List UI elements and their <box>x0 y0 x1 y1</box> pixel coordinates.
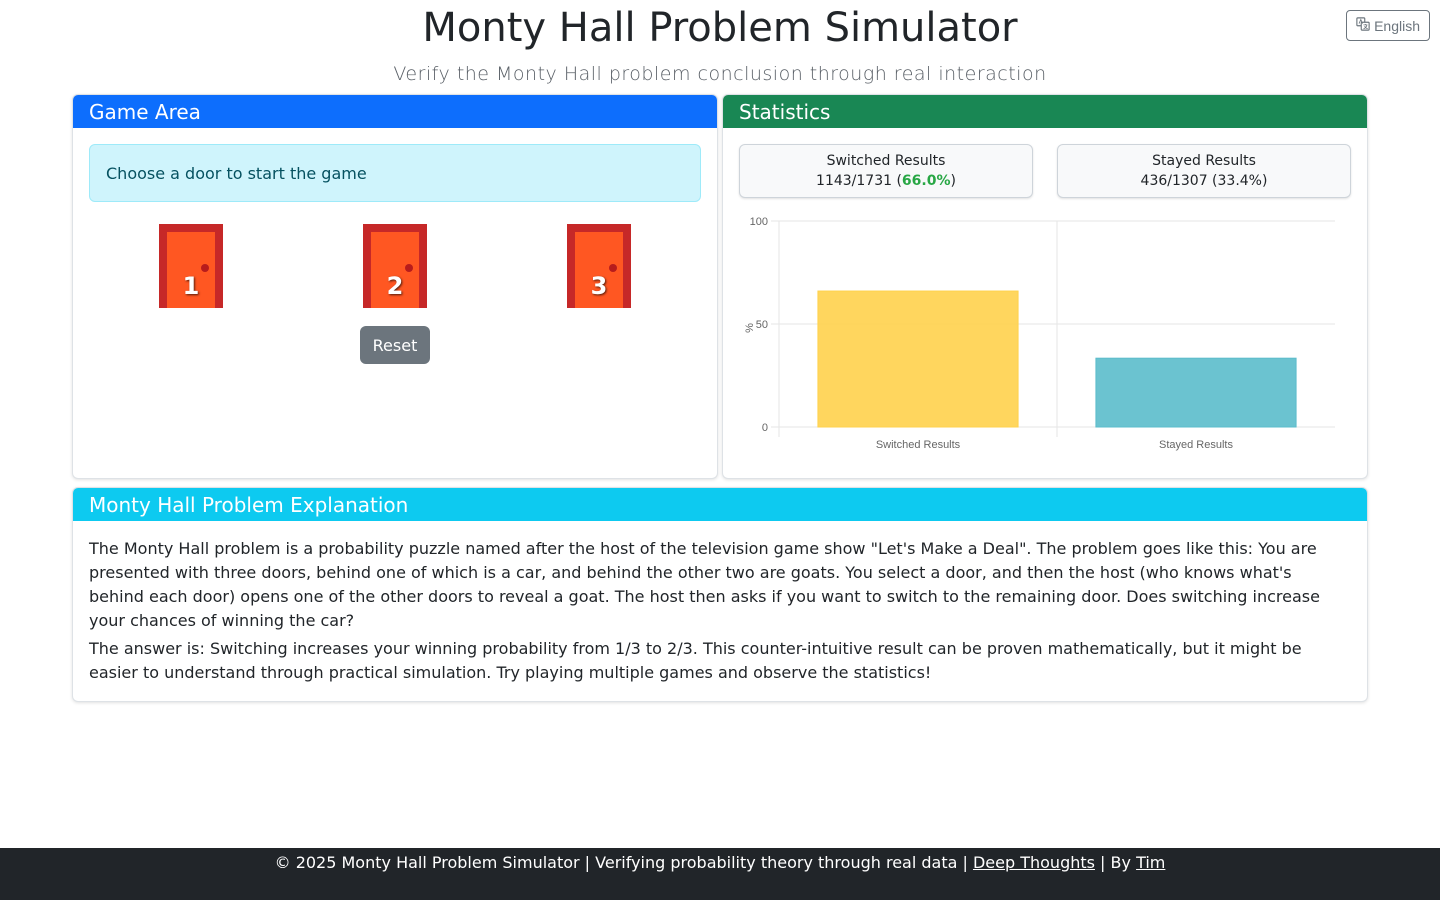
footer: © 2025 Monty Hall Problem Simulator | Ve… <box>0 848 1440 900</box>
bar-stayed <box>1095 357 1297 428</box>
language-label: English <box>1374 17 1420 34</box>
switched-results-value: 1143/1731 (66.0%) <box>740 171 1032 191</box>
y-tick-label: 0 <box>762 422 768 434</box>
explanation-paragraph-1: The Monty Hall problem is a probability … <box>89 539 1320 630</box>
stayed-results-label: Stayed Results <box>1152 153 1256 169</box>
language-button[interactable]: English <box>1346 10 1430 41</box>
statistics-header: Statistics <box>723 95 1367 128</box>
explanation-card: Monty Hall Problem Explanation The Monty… <box>72 487 1368 702</box>
game-area-header: Game Area <box>73 95 717 128</box>
switched-results-count: 1143/1731 ( <box>816 173 902 189</box>
x-tick-label: Stayed Results <box>1159 439 1233 451</box>
door-2[interactable]: 2 <box>363 224 427 308</box>
bar-switched <box>817 290 1019 428</box>
page-title: Monty Hall Problem Simulator <box>422 5 1018 51</box>
switched-results-label: Switched Results <box>826 153 946 169</box>
y-tick-label: 100 <box>750 216 768 228</box>
explanation-body: The Monty Hall problem is a probability … <box>73 521 1367 685</box>
results-bar-chart: 0 50 100% Switched Results Stayed Results <box>744 216 1335 451</box>
door-3[interactable]: 3 <box>567 224 631 308</box>
reset-button[interactable]: Reset <box>360 326 430 364</box>
explanation-paragraph-2: The answer is: Switching increases your … <box>89 639 1302 682</box>
page-subtitle: Verify the Monty Hall problem conclusion… <box>393 63 1047 85</box>
explanation-header: Monty Hall Problem Explanation <box>73 488 1367 521</box>
game-status-alert: Choose a door to start the game <box>89 144 701 202</box>
y-axis-label: % <box>744 323 756 333</box>
door-knob <box>201 264 209 272</box>
door-knob <box>609 264 617 272</box>
footer-link-author[interactable]: Tim <box>1136 853 1166 872</box>
door-knob <box>405 264 413 272</box>
statistics-card: Statistics Switched Results 1143/1731 (6… <box>722 94 1368 479</box>
game-area-card: Game Area Choose a door to start the gam… <box>72 94 718 479</box>
y-tick-label: 50 <box>756 319 768 331</box>
footer-separator: | By <box>1094 853 1137 872</box>
door-number: 2 <box>386 272 404 300</box>
switched-results-suffix: ) <box>950 173 956 189</box>
switched-results-percent: 66.0% <box>901 173 951 189</box>
footer-text: © 2025 Monty Hall Problem Simulator | Ve… <box>274 853 973 872</box>
footer-link-deep-thoughts[interactable]: Deep Thoughts <box>972 853 1095 872</box>
x-tick-label: Switched Results <box>876 439 961 451</box>
switched-results-box: Switched Results 1143/1731 (66.0%) <box>739 144 1033 198</box>
door-1[interactable]: 1 <box>159 224 223 308</box>
stayed-results-value: 436/1307 (33.4%) <box>1140 173 1268 189</box>
translate-icon <box>1356 17 1370 34</box>
door-number: 1 <box>182 272 200 300</box>
stayed-results-box: Stayed Results 436/1307 (33.4%) <box>1057 144 1351 198</box>
door-number: 3 <box>590 272 608 300</box>
